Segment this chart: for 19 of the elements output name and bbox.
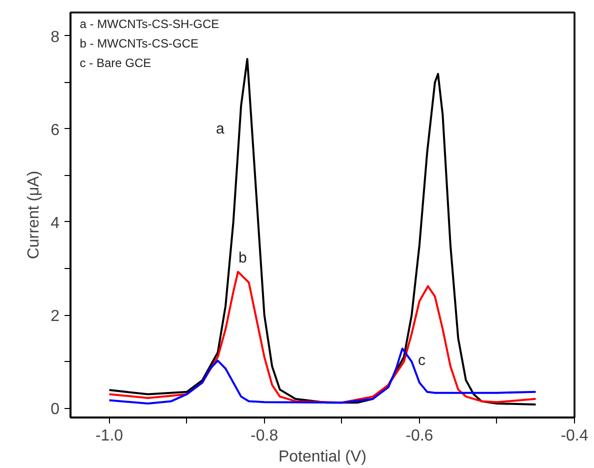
y-tick-label: 8	[50, 28, 60, 46]
series-label: b	[238, 249, 247, 266]
line-series	[108, 348, 537, 405]
x-axis-title: Potential (V)	[278, 448, 367, 466]
x-tick-label: -1.0	[95, 428, 124, 444]
annotation: a - MWCNTs-CS-SH-GCE	[80, 17, 220, 32]
annotation: b - MWCNTs-CS-GCE	[80, 36, 198, 51]
x-tick-label: -0.6	[406, 428, 434, 444]
series-label: a	[216, 120, 225, 138]
y-tick-label: 2	[50, 308, 60, 326]
y-axis-title: Current (μA)	[26, 170, 43, 260]
x-tick-label: -0.8	[250, 428, 278, 444]
y-tick-label: 4	[50, 214, 60, 232]
annotation: c - Bare GCE	[80, 56, 152, 70]
series-label: c	[418, 352, 426, 370]
line-series	[108, 270, 537, 404]
y-tick-label: 0	[50, 401, 60, 418]
x-tick-label: -0.4	[560, 428, 588, 444]
y-tick-label: 6	[50, 122, 60, 139]
